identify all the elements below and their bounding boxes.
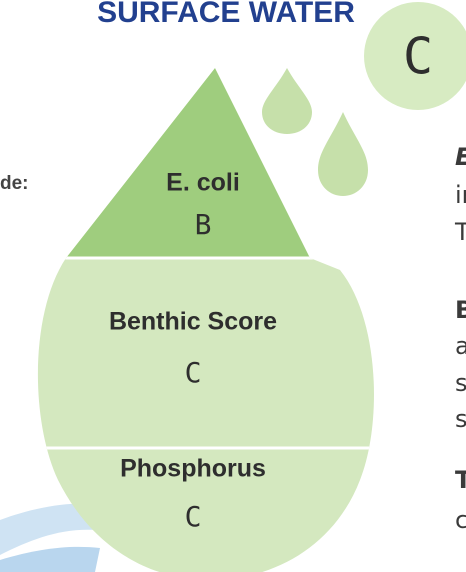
overall-grade: C — [403, 28, 433, 86]
side-text: s — [455, 369, 466, 397]
title: SURFACE WATER — [97, 0, 355, 29]
side-text: c — [455, 506, 466, 534]
section-grade: B — [195, 208, 212, 241]
droplet — [262, 68, 312, 134]
right-column: E ir T B a s s T c — [454, 143, 466, 534]
left-text: de: — [0, 173, 29, 194]
side-text: B — [455, 296, 466, 324]
section-label: Benthic Score — [109, 308, 277, 336]
side-text: ir — [455, 181, 466, 209]
section-grade: C — [185, 500, 202, 533]
section-label: Phosphorus — [120, 455, 266, 483]
side-text: E — [455, 143, 466, 171]
infographic: SURFACE WATER C E. coli B Benthic Score … — [0, 0, 466, 572]
side-text: T — [455, 466, 466, 494]
side-text: T — [454, 218, 466, 246]
droplet — [318, 112, 368, 196]
side-text: s — [455, 405, 466, 433]
section-label: E. coli — [166, 169, 240, 197]
swoosh — [0, 547, 100, 572]
section-grade: C — [185, 356, 202, 389]
side-text: a — [455, 332, 466, 360]
